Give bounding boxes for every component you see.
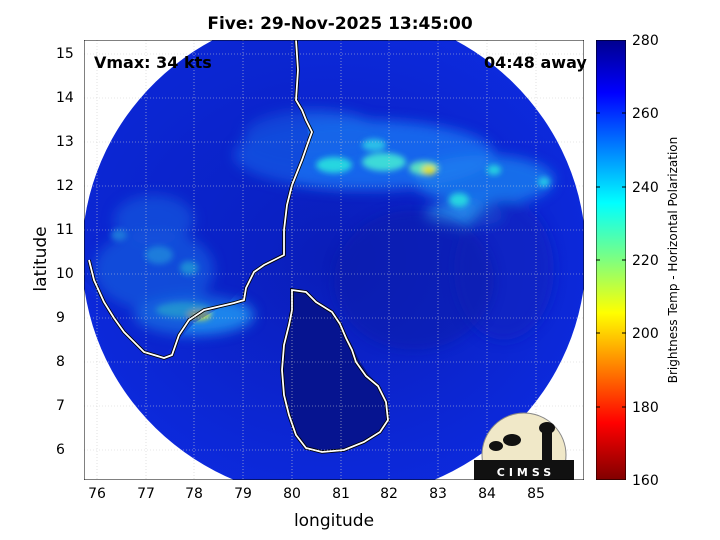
y-tick: 10 [56,266,74,282]
x-tick: 79 [234,486,252,502]
sri-lanka-landmass [282,290,387,452]
vmax-label: Vmax: 34 kts [94,53,212,72]
y-axis-label: latitude [31,226,51,292]
x-tick: 84 [478,486,496,502]
grid [84,40,584,480]
colorbar-tick: 160 [632,473,659,489]
colorbar-tick: 180 [632,400,659,416]
satellite-swath [84,40,584,480]
water-tower-icon [542,430,552,460]
colorbar-label: Brightness Temp - Horizontal Polarizatio… [666,136,680,384]
x-tick: 85 [527,486,545,502]
x-axis-label: longitude [293,511,375,531]
plot-title: Five: 29-Nov-2025 13:45:00 [207,14,473,34]
x-tick: 80 [283,486,301,502]
y-tick: 12 [56,178,74,194]
y-tick: 15 [56,46,74,62]
y-tick: 13 [56,134,74,150]
x-tick: 83 [429,486,447,502]
map-plot-area: CIMSS [83,39,585,498]
y-tick: 14 [56,90,74,106]
colorbar-tick: 240 [632,180,659,196]
x-tick: 78 [185,486,203,502]
satellite-dish-icon [503,434,521,446]
colorbar-tick: 280 [632,33,659,49]
colorbar-tick: 260 [632,106,659,122]
x-tick: 76 [88,486,106,502]
y-tick: 11 [56,222,74,238]
coastline [88,39,389,453]
colorbar [596,40,626,480]
map-svg: CIMSS [83,39,585,498]
x-tick: 77 [137,486,155,502]
time-away-label: 04:48 away [484,53,587,72]
colorbar-tick: 220 [632,253,659,269]
cimss-logo: CIMSS [474,412,574,498]
y-tick: 6 [56,442,65,458]
y-tick: 8 [56,354,65,370]
y-tick: 9 [56,310,65,326]
colorbar-tick: 200 [632,326,659,342]
x-tick: 82 [380,486,398,502]
y-tick: 7 [56,398,65,414]
rain-bands [94,110,554,340]
convective-cells [111,139,550,320]
india-landmass [84,40,309,358]
x-tick: 81 [332,486,350,502]
cimss-logo-text: CIMSS [497,466,555,479]
